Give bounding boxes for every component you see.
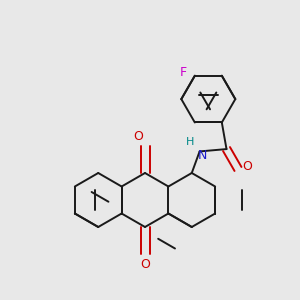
Text: F: F <box>179 66 186 79</box>
Text: O: O <box>140 257 150 271</box>
Text: N: N <box>198 149 207 162</box>
Text: H: H <box>185 137 194 147</box>
Text: O: O <box>242 160 252 173</box>
Text: O: O <box>133 130 143 143</box>
